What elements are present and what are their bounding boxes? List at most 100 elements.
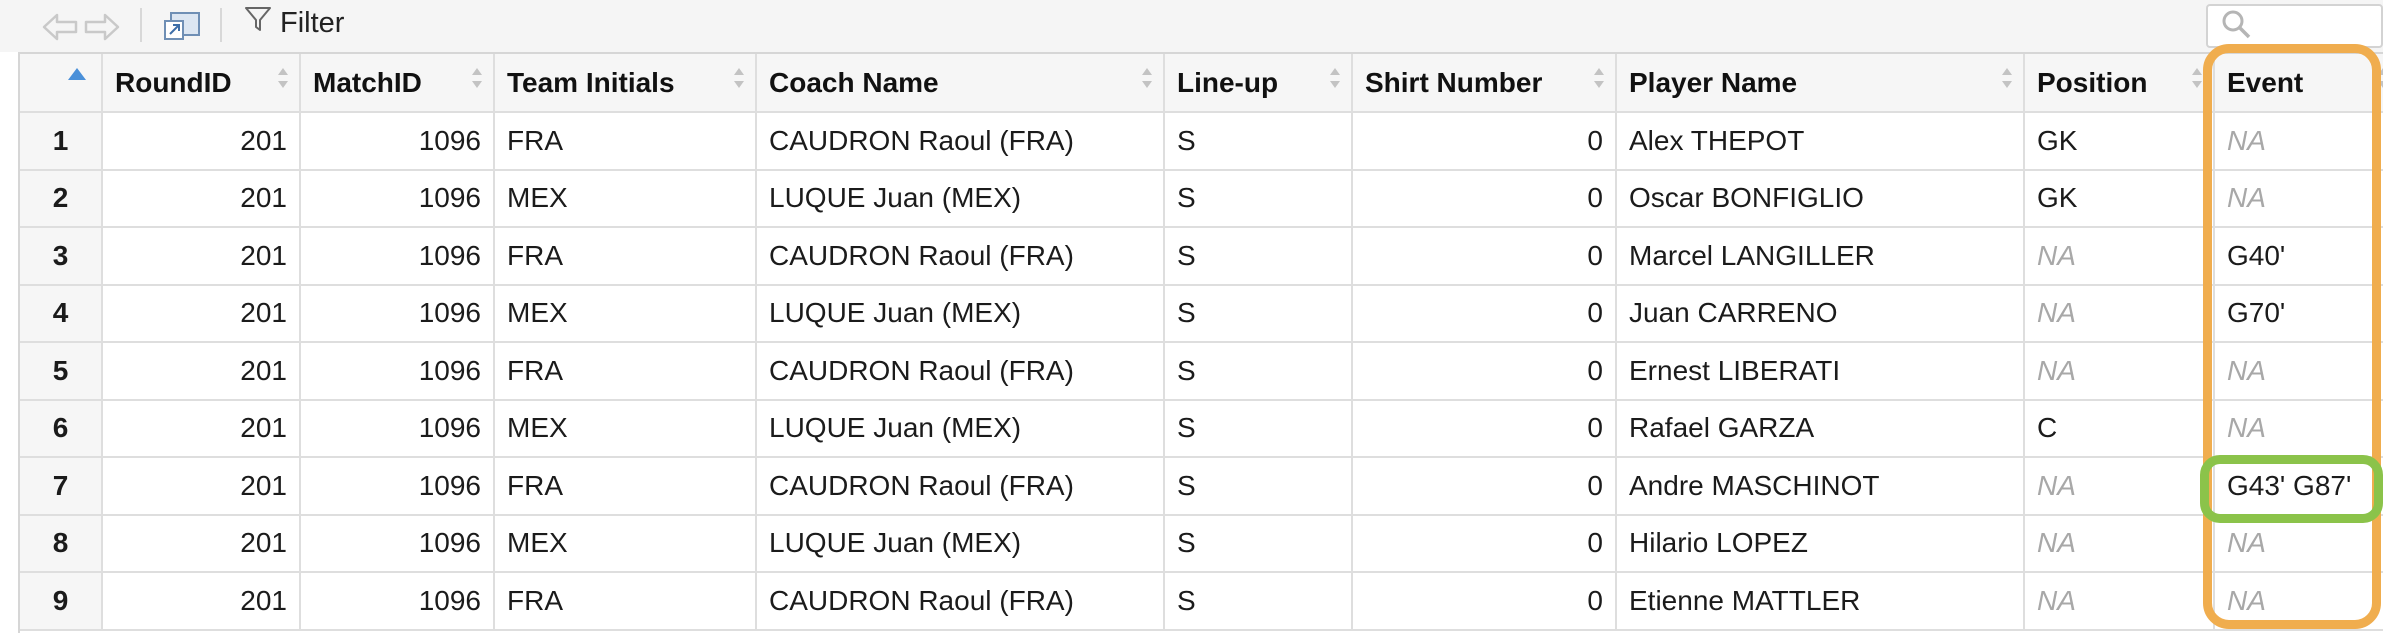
cell-team-initials[interactable]: FRA [494, 112, 757, 171]
cell-event[interactable]: NA [2214, 342, 2383, 401]
cell-position[interactable]: NA [2024, 227, 2215, 286]
table-row[interactable]: 1 201 1096 FRA CAUDRON Raoul (FRA) S 0 Alex THE… [20, 112, 2383, 171]
cell-player-name[interactable]: Ernest LIBERATI [1616, 342, 2025, 401]
cell-player-name[interactable]: Marcel LANGILLER [1616, 227, 2025, 286]
cell-line-up[interactable]: S [1164, 227, 1353, 286]
column-header-team-initials[interactable]: Team Initials [494, 54, 757, 113]
cell-position[interactable]: NA [2024, 457, 2215, 516]
cell-team-initials[interactable]: MEX [494, 284, 757, 343]
column-header-roundid[interactable]: RoundID [102, 54, 301, 113]
cell-coach-name[interactable]: CAUDRON Raoul (FRA) [756, 572, 1165, 631]
cell-line-up[interactable]: S [1164, 169, 1353, 228]
cell-shirt-number[interactable]: 0 [1352, 572, 1617, 631]
cell-roundid[interactable]: 201 [102, 169, 301, 228]
cell-matchid[interactable]: 1096 [300, 457, 495, 516]
column-header-event[interactable]: Event [2214, 54, 2383, 113]
cell-player-name[interactable]: Etienne MATTLER [1616, 572, 2025, 631]
column-header-line-up[interactable]: Line-up [1164, 54, 1353, 113]
cell-coach-name[interactable]: CAUDRON Raoul (FRA) [756, 342, 1165, 401]
cell-team-initials[interactable]: MEX [494, 514, 757, 573]
cell-coach-name[interactable]: LUQUE Juan (MEX) [756, 169, 1165, 228]
cell-coach-name[interactable]: CAUDRON Raoul (FRA) [756, 112, 1165, 171]
cell-shirt-number[interactable]: 0 [1352, 399, 1617, 458]
cell-position[interactable]: NA [2024, 342, 2215, 401]
table-row[interactable]: 9 201 1096 FRA CAUDRON Raoul (FRA) S 0 Etienne … [20, 572, 2383, 631]
cell-shirt-number[interactable]: 0 [1352, 112, 1617, 171]
filter-button[interactable]: Filter [244, 4, 344, 42]
cell-line-up[interactable]: S [1164, 342, 1353, 401]
cell-player-name[interactable]: Juan CARRENO [1616, 284, 2025, 343]
cell-roundid[interactable]: 201 [102, 457, 301, 516]
cell-player-name[interactable]: Andre MASCHINOT [1616, 457, 2025, 516]
cell-player-name[interactable]: Hilario LOPEZ [1616, 514, 2025, 573]
column-header-index[interactable] [20, 54, 103, 113]
cell-team-initials[interactable]: FRA [494, 342, 757, 401]
cell-line-up[interactable]: S [1164, 457, 1353, 516]
cell-team-initials[interactable]: MEX [494, 399, 757, 458]
cell-position[interactable]: GK [2024, 112, 2215, 171]
popout-window-icon[interactable] [160, 8, 204, 44]
cell-roundid[interactable]: 201 [102, 514, 301, 573]
cell-roundid[interactable]: 201 [102, 399, 301, 458]
cell-row-index[interactable]: 6 [20, 399, 103, 458]
cell-matchid[interactable]: 1096 [300, 284, 495, 343]
cell-team-initials[interactable]: FRA [494, 227, 757, 286]
cell-line-up[interactable]: S [1164, 284, 1353, 343]
cell-row-index[interactable]: 4 [20, 284, 103, 343]
cell-event[interactable]: G40' [2214, 227, 2383, 286]
table-row[interactable]: 5 201 1096 FRA CAUDRON Raoul (FRA) S 0 Ernest L… [20, 342, 2383, 401]
cell-event[interactable]: G70' [2214, 284, 2383, 343]
table-row[interactable]: 8 201 1096 MEX LUQUE Juan (MEX) S 0 Hilario LOP… [20, 514, 2383, 573]
cell-position[interactable]: NA [2024, 514, 2215, 573]
cell-line-up[interactable]: S [1164, 399, 1353, 458]
table-row[interactable]: 3 201 1096 FRA CAUDRON Raoul (FRA) S 0 Marcel L… [20, 227, 2383, 286]
cell-coach-name[interactable]: LUQUE Juan (MEX) [756, 284, 1165, 343]
column-header-coach-name[interactable]: Coach Name [756, 54, 1165, 113]
cell-shirt-number[interactable]: 0 [1352, 284, 1617, 343]
cell-team-initials[interactable]: MEX [494, 169, 757, 228]
cell-roundid[interactable]: 201 [102, 342, 301, 401]
cell-coach-name[interactable]: LUQUE Juan (MEX) [756, 514, 1165, 573]
cell-matchid[interactable]: 1096 [300, 514, 495, 573]
table-row[interactable]: 4 201 1096 MEX LUQUE Juan (MEX) S 0 Juan CARREN… [20, 284, 2383, 343]
cell-coach-name[interactable]: CAUDRON Raoul (FRA) [756, 227, 1165, 286]
cell-shirt-number[interactable]: 0 [1352, 169, 1617, 228]
cell-team-initials[interactable]: FRA [494, 572, 757, 631]
cell-player-name[interactable]: Rafael GARZA [1616, 399, 2025, 458]
cell-event[interactable]: NA [2214, 169, 2383, 228]
cell-shirt-number[interactable]: 0 [1352, 342, 1617, 401]
cell-line-up[interactable]: S [1164, 514, 1353, 573]
cell-position[interactable]: C [2024, 399, 2215, 458]
cell-event[interactable]: NA [2214, 112, 2383, 171]
table-row[interactable]: 6 201 1096 MEX LUQUE Juan (MEX) S 0 Rafael GARZ… [20, 399, 2383, 458]
cell-position[interactable]: NA [2024, 572, 2215, 631]
cell-row-index[interactable]: 3 [20, 227, 103, 286]
cell-event[interactable]: NA [2214, 514, 2383, 573]
cell-row-index[interactable]: 5 [20, 342, 103, 401]
search-input[interactable] [2254, 10, 2374, 42]
cell-event[interactable]: G43' G87' [2214, 457, 2383, 516]
cell-roundid[interactable]: 201 [102, 572, 301, 631]
cell-row-index[interactable]: 7 [20, 457, 103, 516]
arrow-left-icon[interactable] [40, 10, 80, 44]
cell-matchid[interactable]: 1096 [300, 112, 495, 171]
column-header-player-name[interactable]: Player Name [1616, 54, 2025, 113]
cell-roundid[interactable]: 201 [102, 112, 301, 171]
arrow-right-icon[interactable] [82, 10, 122, 44]
cell-matchid[interactable]: 1096 [300, 399, 495, 458]
cell-roundid[interactable]: 201 [102, 227, 301, 286]
column-header-shirt-number[interactable]: Shirt Number [1352, 54, 1617, 113]
cell-matchid[interactable]: 1096 [300, 227, 495, 286]
column-header-position[interactable]: Position [2024, 54, 2215, 113]
cell-shirt-number[interactable]: 0 [1352, 514, 1617, 573]
cell-coach-name[interactable]: CAUDRON Raoul (FRA) [756, 457, 1165, 516]
cell-line-up[interactable]: S [1164, 112, 1353, 171]
search-box[interactable] [2206, 4, 2383, 48]
cell-shirt-number[interactable]: 0 [1352, 227, 1617, 286]
table-row[interactable]: 2 201 1096 MEX LUQUE Juan (MEX) S 0 Oscar BONFI… [20, 169, 2383, 228]
cell-shirt-number[interactable]: 0 [1352, 457, 1617, 516]
cell-player-name[interactable]: Alex THEPOT [1616, 112, 2025, 171]
cell-matchid[interactable]: 1096 [300, 342, 495, 401]
cell-roundid[interactable]: 201 [102, 284, 301, 343]
cell-position[interactable]: GK [2024, 169, 2215, 228]
